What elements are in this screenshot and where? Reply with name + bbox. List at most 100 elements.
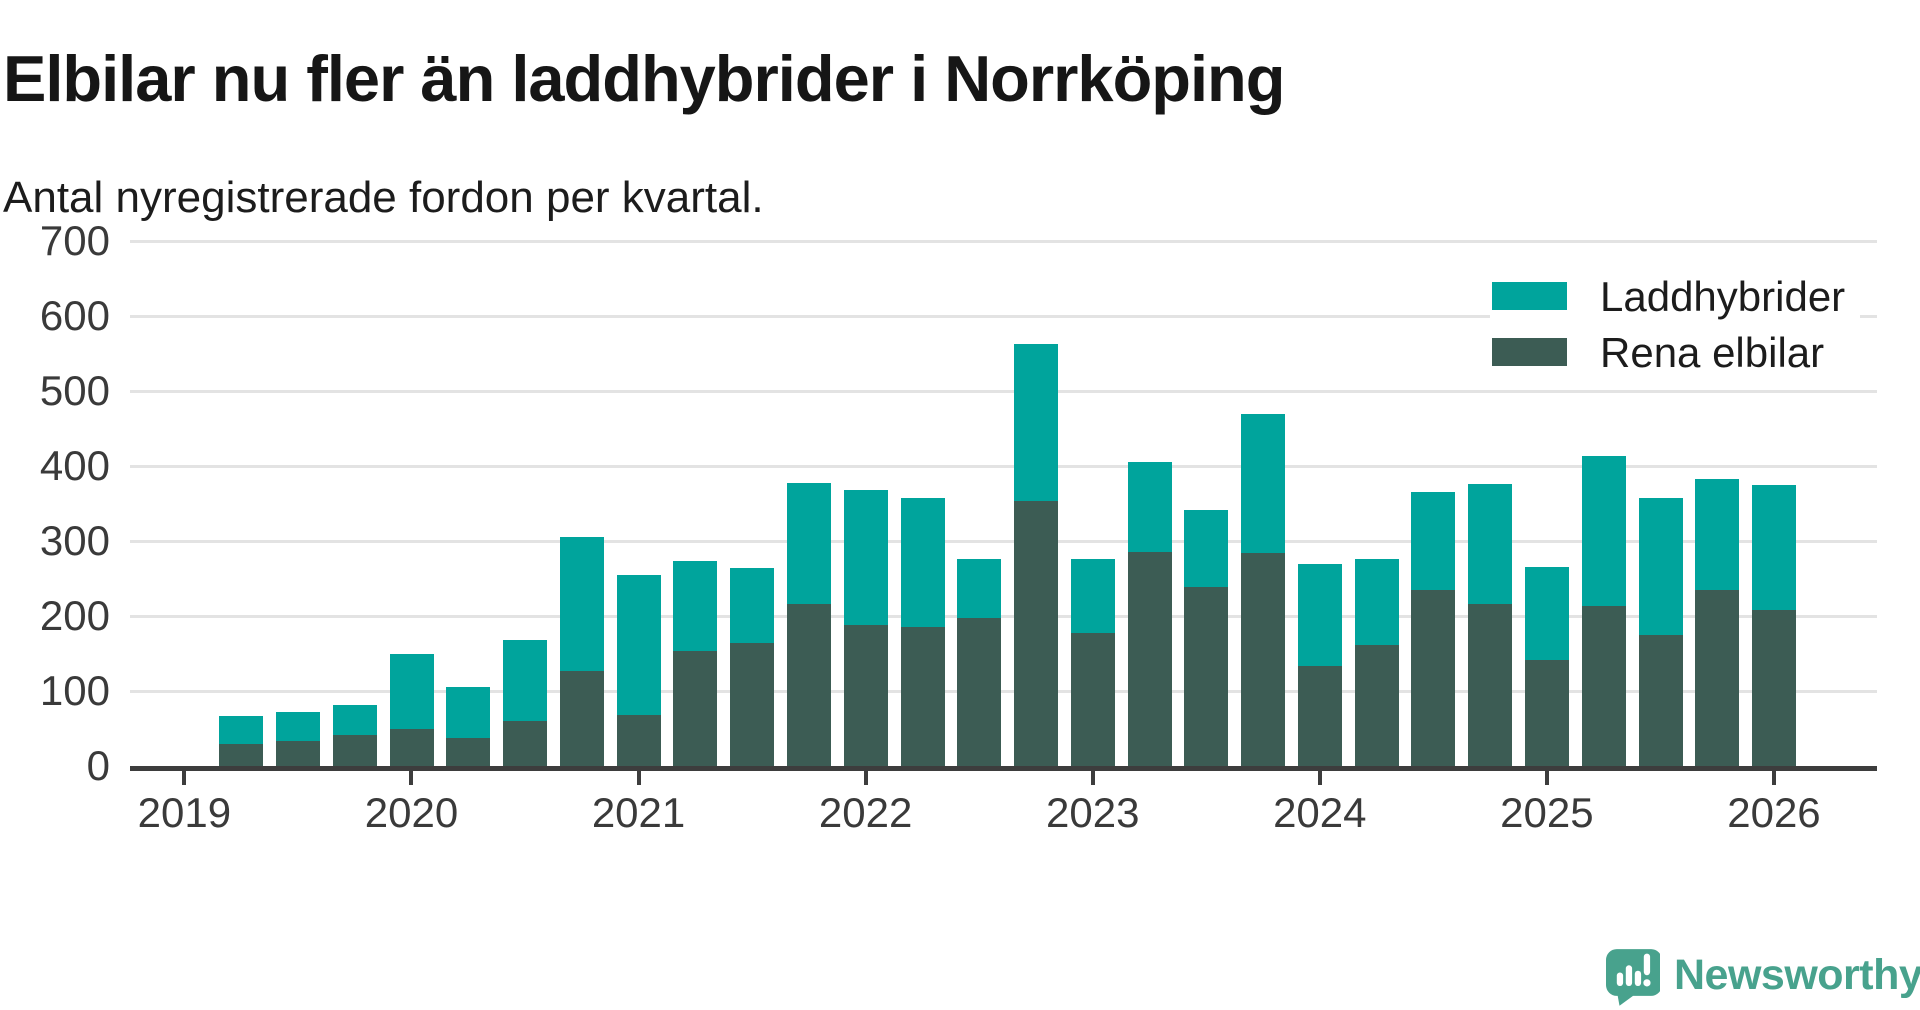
legend-item-laddhybrider: Laddhybrider <box>1490 273 1860 320</box>
bar-2021-q4-laddhybrider <box>787 482 831 604</box>
legend: Laddhybrider Rena elbilar <box>1490 270 1860 376</box>
bar-2019-q3-elbilar <box>276 740 321 766</box>
bar-2025-q3-elbilar <box>1638 634 1683 766</box>
bar-2025-q4-laddhybrider <box>1695 478 1740 590</box>
y-tick-label-200: 200 <box>39 592 110 639</box>
bar-2021-q2-elbilar <box>673 651 718 766</box>
gridline-600 <box>130 314 1877 318</box>
bar-2024-q3-elbilar <box>1411 589 1456 766</box>
bar-2025-q2-laddhybrider <box>1581 456 1626 606</box>
bar-2023-q4-elbilar <box>1241 553 1286 766</box>
y-tick-label-500: 500 <box>39 367 110 414</box>
bar-2023-q3-laddhybrider <box>1184 510 1229 587</box>
bar-2022-q1-laddhybrider <box>843 490 888 625</box>
page-subtitle: Antal nyregistrerade fordon per kvartal. <box>3 173 764 222</box>
bar-2025-q2-elbilar <box>1581 605 1626 766</box>
gridline-100 <box>130 689 1877 693</box>
x-tick-mark-2020 <box>409 771 414 785</box>
bar-2020-q4-elbilar <box>559 670 604 766</box>
bar-2025-q1-laddhybrider <box>1525 567 1569 661</box>
bar-2023-q2-laddhybrider <box>1127 461 1172 553</box>
bar-2022-q2-laddhybrider <box>900 498 945 627</box>
bar-2019-q4-laddhybrider <box>332 704 377 736</box>
bar-2022-q4-elbilar <box>1014 501 1059 766</box>
x-tick-mark-2019 <box>182 771 187 785</box>
x-tick-label-2023: 2023 <box>1046 789 1140 836</box>
legend-swatch-rena-elbilar <box>1492 338 1567 366</box>
x-tick-mark-2025 <box>1544 771 1549 785</box>
x-tick-label-2024: 2024 <box>1273 789 1367 836</box>
bar-2022-q2-elbilar <box>900 626 945 766</box>
bar-2021-q1-elbilar <box>616 715 661 766</box>
y-tick-label-700: 700 <box>39 217 110 264</box>
bar-2023-q4-laddhybrider <box>1241 414 1286 553</box>
x-tick-label-2019: 2019 <box>137 789 232 836</box>
bar-2020-q2-laddhybrider <box>446 687 491 739</box>
bar-2024-q3-laddhybrider <box>1411 491 1456 590</box>
bar-2022-q3-elbilar <box>957 618 1002 766</box>
bar-2023-q3-elbilar <box>1184 586 1229 766</box>
bar-2022-q3-laddhybrider <box>957 559 1002 619</box>
bar-2020-q4-laddhybrider <box>559 537 604 671</box>
x-tick-label-2022: 2022 <box>818 789 913 836</box>
page-title: Elbilar nu fler än laddhybrider i Norrkö… <box>3 41 1285 115</box>
legend-label-rena-elbilar: Rena elbilar <box>1600 329 1825 376</box>
x-tick-label-2020: 2020 <box>364 789 459 836</box>
gridline-700 <box>130 239 1877 243</box>
x-tick-label-2025: 2025 <box>1500 789 1594 836</box>
plot-area <box>130 239 1877 785</box>
bar-2025-q1-elbilar <box>1525 660 1569 766</box>
bar-2019-q3-laddhybrider <box>276 712 321 741</box>
bar-2020-q3-elbilar <box>503 721 548 766</box>
legend-label-laddhybrider: Laddhybrider <box>1600 273 1846 320</box>
y-tick-label-0: 0 <box>86 742 110 789</box>
bar-2021-q4-elbilar <box>787 604 831 766</box>
gridline-300 <box>130 539 1877 543</box>
bar-2023-q1-laddhybrider <box>1070 559 1115 634</box>
y-tick-label-100: 100 <box>39 667 110 714</box>
gridline-400 <box>130 464 1877 468</box>
newsworthy-logo-text: Newsworthy <box>1674 951 1920 999</box>
bar-2021-q3-elbilar <box>730 643 775 766</box>
bar-2023-q2-elbilar <box>1127 552 1172 766</box>
y-tick-label-600: 600 <box>39 292 110 339</box>
x-tick-label-2021: 2021 <box>591 789 686 836</box>
y-tick-label-300: 300 <box>39 517 110 564</box>
x-tick-mark-2022 <box>863 771 868 785</box>
x-tick-label-2026: 2026 <box>1727 789 1821 836</box>
gridline-500 <box>130 389 1877 393</box>
bar-2019-q2-elbilar <box>219 743 264 766</box>
legend-item-rena-elbilar: Rena elbilar <box>1490 329 1860 376</box>
bar-2020-q1-laddhybrider <box>389 653 434 729</box>
bar-2025-q3-laddhybrider <box>1638 497 1683 635</box>
bar-2019-q2-laddhybrider <box>219 715 264 744</box>
bar-2026-q1-laddhybrider <box>1752 484 1797 610</box>
x-tick-mark-2021 <box>636 771 641 785</box>
bar-2020-q1-elbilar <box>389 728 434 766</box>
newsworthy-logo: Newsworthy <box>1600 944 1920 1008</box>
bar-2021-q3-laddhybrider <box>730 568 775 643</box>
bar-2025-q4-elbilar <box>1695 589 1740 766</box>
legend-swatch-laddhybrider <box>1492 282 1567 310</box>
bar-2021-q1-laddhybrider <box>616 574 661 715</box>
y-tick-label-400: 400 <box>39 442 110 489</box>
gridline-200 <box>130 614 1877 618</box>
bar-2019-q4-elbilar <box>332 735 377 766</box>
bar-2020-q3-laddhybrider <box>503 640 548 721</box>
bar-2024-q1-elbilar <box>1297 665 1342 766</box>
bar-2026-q1-elbilar <box>1752 610 1797 766</box>
x-tick-mark-2026 <box>1771 771 1776 785</box>
bar-2022-q4-laddhybrider <box>1014 343 1059 502</box>
bar-2024-q2-laddhybrider <box>1354 559 1399 646</box>
x-tick-mark-2024 <box>1317 771 1322 785</box>
bar-2024-q4-elbilar <box>1468 604 1513 766</box>
bar-2024-q2-elbilar <box>1354 645 1399 766</box>
bar-2022-q1-elbilar <box>843 625 888 766</box>
x-tick-mark-2023 <box>1090 771 1095 785</box>
bar-2020-q2-elbilar <box>446 738 491 766</box>
bar-2021-q2-laddhybrider <box>673 561 718 652</box>
bar-2023-q1-elbilar <box>1070 633 1115 766</box>
newsworthy-logo-icon <box>1606 949 1660 1006</box>
bar-2024-q4-laddhybrider <box>1468 484 1513 604</box>
bar-2024-q1-laddhybrider <box>1297 563 1342 666</box>
